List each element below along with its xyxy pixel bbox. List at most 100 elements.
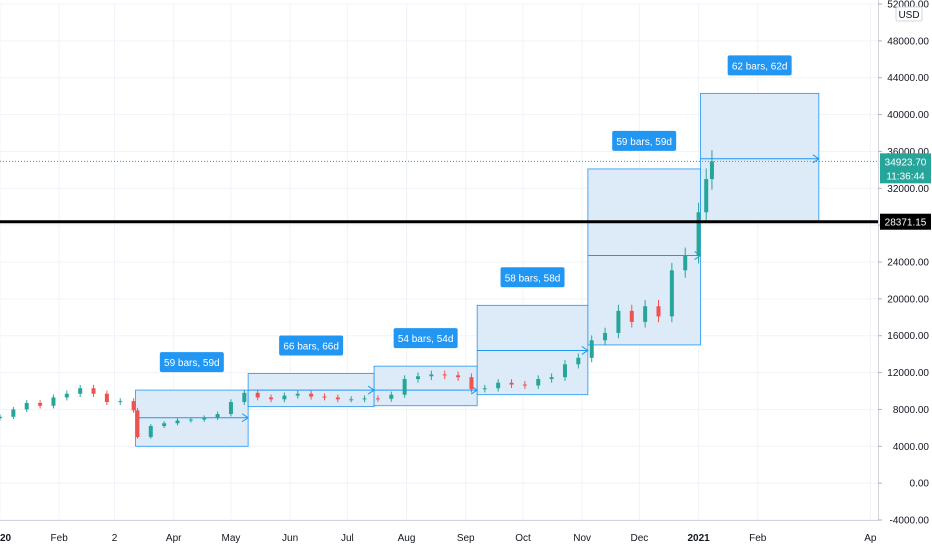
candle-body <box>228 402 233 415</box>
candle-body <box>0 416 2 419</box>
candle-body <box>282 395 287 400</box>
price-tick-label: 48000.00 <box>887 36 929 47</box>
candle-body <box>482 388 487 390</box>
candle-body <box>643 306 648 322</box>
candle-body <box>64 393 69 398</box>
candle-body <box>536 379 541 386</box>
range-label: 62 bars, 62d <box>732 61 788 72</box>
range-arrow-head <box>581 346 589 355</box>
candle-body <box>509 382 514 385</box>
support-line-value: 28371.15 <box>885 218 927 229</box>
candle-body <box>78 388 83 394</box>
candle-body <box>704 179 709 213</box>
candle-body <box>416 376 421 380</box>
candle-body <box>469 377 474 390</box>
price-axis[interactable]: 52000.00 48000.00 44000.00 40000.00 36000.00… <box>878 0 932 550</box>
range-label-box[interactable] <box>159 352 224 373</box>
candle-body <box>255 392 260 398</box>
time-tick-label: May <box>221 533 240 544</box>
candle-body <box>616 310 621 333</box>
time-tick-label: 2 <box>112 533 118 544</box>
price-tick-label: 44000.00 <box>887 73 929 84</box>
range-box[interactable] <box>700 92 820 223</box>
candle-body <box>309 393 314 397</box>
price-tick-label: 20000.00 <box>887 294 929 305</box>
support-line-tag <box>880 213 931 230</box>
candle-body <box>669 270 674 317</box>
range-label-box[interactable] <box>393 328 458 349</box>
candle-body <box>562 364 567 378</box>
range-box[interactable] <box>373 365 478 407</box>
range-label-box[interactable] <box>727 55 792 76</box>
time-tick-label: Oct <box>515 533 531 544</box>
candle-body <box>576 357 581 365</box>
time-tick-label: Feb <box>749 533 767 544</box>
price-tick-label: 8000.00 <box>893 405 930 416</box>
time-tick-label: Jun <box>282 533 298 544</box>
time-tick-label: Feb <box>51 533 69 544</box>
price-tick-label: 16000.00 <box>887 331 929 342</box>
range-label-box[interactable] <box>279 335 344 356</box>
candle-body <box>51 397 56 406</box>
candle-body <box>269 397 274 400</box>
time-tick-label: Ap <box>864 533 877 544</box>
time-tick-label: 2020 <box>0 533 12 544</box>
time-tick-label: Dec <box>631 533 649 544</box>
price-tick-label: 12000.00 <box>887 368 929 379</box>
candle-body <box>135 410 140 438</box>
candle-body <box>429 374 434 377</box>
candle-body <box>442 374 447 376</box>
last-price-value: 34923.70 <box>885 157 927 168</box>
candle-body <box>11 409 16 417</box>
candle-body <box>175 420 180 424</box>
candle-body <box>496 382 501 389</box>
range-annotations[interactable]: 59 bars, 59d 66 bars, 66d 54 bars, 54d 58 b… <box>135 55 820 447</box>
candle-body <box>709 161 714 180</box>
last-price-tag <box>880 153 931 184</box>
candle-body <box>24 402 29 410</box>
range-arrow-head <box>812 154 820 164</box>
price-tick-label: 0.00 <box>910 479 930 490</box>
candle-body <box>522 384 527 386</box>
candle-body <box>629 310 634 322</box>
price-tick-label: 36000.00 <box>887 147 929 158</box>
time-tick-label: Nov <box>573 533 591 544</box>
price-tick-label: 52000.00 <box>887 0 929 11</box>
candle-body <box>603 332 608 341</box>
range-label: 58 bars, 58d <box>505 273 561 284</box>
candle-body <box>322 396 327 398</box>
candle-body <box>656 306 661 317</box>
candle-body <box>402 379 407 395</box>
candle-body <box>362 398 367 400</box>
price-lines <box>0 160 878 224</box>
range-arrow-head <box>241 413 250 423</box>
candle-body <box>38 402 43 406</box>
price-tick-label: 4000.00 <box>893 442 930 453</box>
candle-body <box>696 212 701 256</box>
candle-body <box>242 392 247 403</box>
candle-body <box>335 397 340 400</box>
time-tick-label: Jul <box>341 533 354 544</box>
candle-body <box>456 375 461 378</box>
range-label: 54 bars, 54d <box>398 334 454 345</box>
range-label-box[interactable] <box>500 267 565 288</box>
bar-countdown: 11:36:44 <box>886 171 925 182</box>
candle-body <box>215 414 220 418</box>
candle-body <box>162 423 167 427</box>
price-axis-bg <box>878 0 932 550</box>
currency-badge[interactable] <box>895 6 923 22</box>
candle-body <box>91 388 96 394</box>
candle-body <box>349 399 354 401</box>
time-tick-label: Sep <box>457 533 475 544</box>
candle-body <box>131 401 136 411</box>
range-label: 59 bars, 59d <box>616 137 672 148</box>
candlesticks <box>0 150 714 439</box>
candle-body <box>683 255 688 271</box>
range-label-box[interactable] <box>612 130 677 151</box>
candle-body <box>118 401 123 403</box>
candle-body <box>188 419 193 421</box>
candle-body <box>549 377 554 380</box>
time-axis[interactable]: 2020 Feb 2 Apr May Jun Jul Aug Sep Oct Nov Dec 2021 F… <box>0 520 878 545</box>
time-tick-label: Apr <box>166 533 182 544</box>
